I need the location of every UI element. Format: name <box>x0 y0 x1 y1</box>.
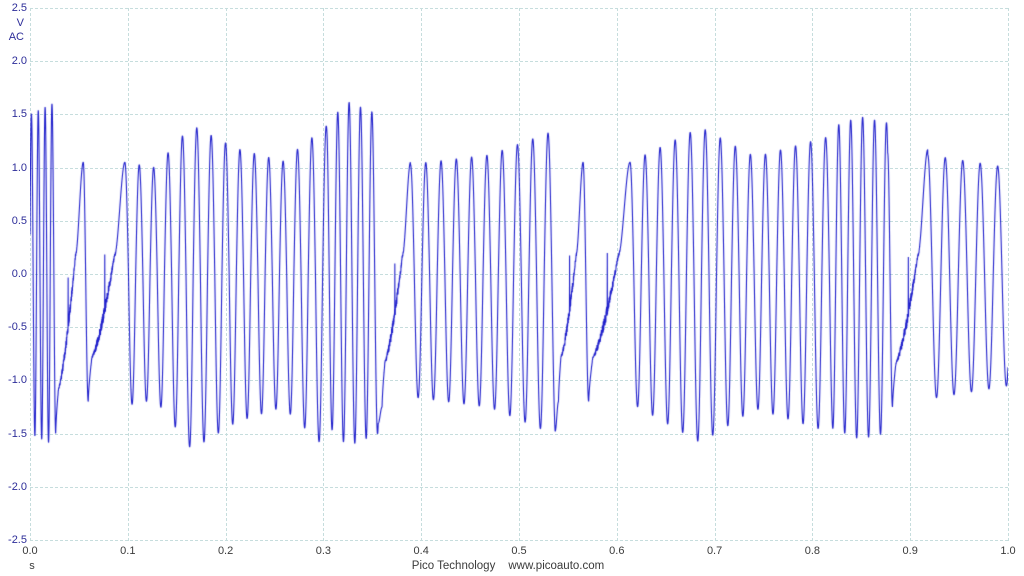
y-tick-label: 0.5 <box>11 214 27 227</box>
x-tick-label: 0.3 <box>315 545 332 557</box>
x-tick-label: 0.8 <box>804 545 821 557</box>
x-tick-label: 0.0 <box>22 545 38 557</box>
y-axis-unit-label: V <box>16 17 24 29</box>
x-tick-label: 1.0 <box>1000 545 1016 557</box>
x-tick-label: 0.4 <box>413 545 429 557</box>
y-tick-label: 2.0 <box>11 55 27 68</box>
grid-vline <box>1008 8 1009 541</box>
x-tick-label: 0.9 <box>902 545 918 557</box>
x-tick-label: 0.5 <box>511 545 527 557</box>
y-tick-label: -0.5 <box>8 321 27 334</box>
y-tick-label: -2.5 <box>8 534 27 546</box>
y-tick-label: -1.5 <box>8 427 27 440</box>
x-axis-unit-label: s <box>29 560 35 572</box>
y-tick-label: -2.0 <box>8 480 27 493</box>
footer-url-text: www.picoauto.com <box>508 560 605 572</box>
y-axis-coupling-label: AC <box>8 31 24 43</box>
footer: Pico Technology www.picoauto.com <box>412 560 604 572</box>
waveform-trace <box>30 8 1008 541</box>
x-tick-label: 0.2 <box>217 545 234 557</box>
x-tick-label: 0.1 <box>120 545 136 557</box>
y-tick-label: 0.0 <box>11 268 27 280</box>
x-tick-label: 0.7 <box>706 545 723 557</box>
footer-brand-text: Pico Technology <box>411 560 496 572</box>
y-tick-label: 2.5 <box>11 2 27 14</box>
y-tick-label: 1.0 <box>11 161 27 174</box>
y-tick-label: -1.0 <box>8 374 27 387</box>
x-tick-label: 0.6 <box>609 545 625 557</box>
y-tick-label: 1.5 <box>11 108 27 121</box>
